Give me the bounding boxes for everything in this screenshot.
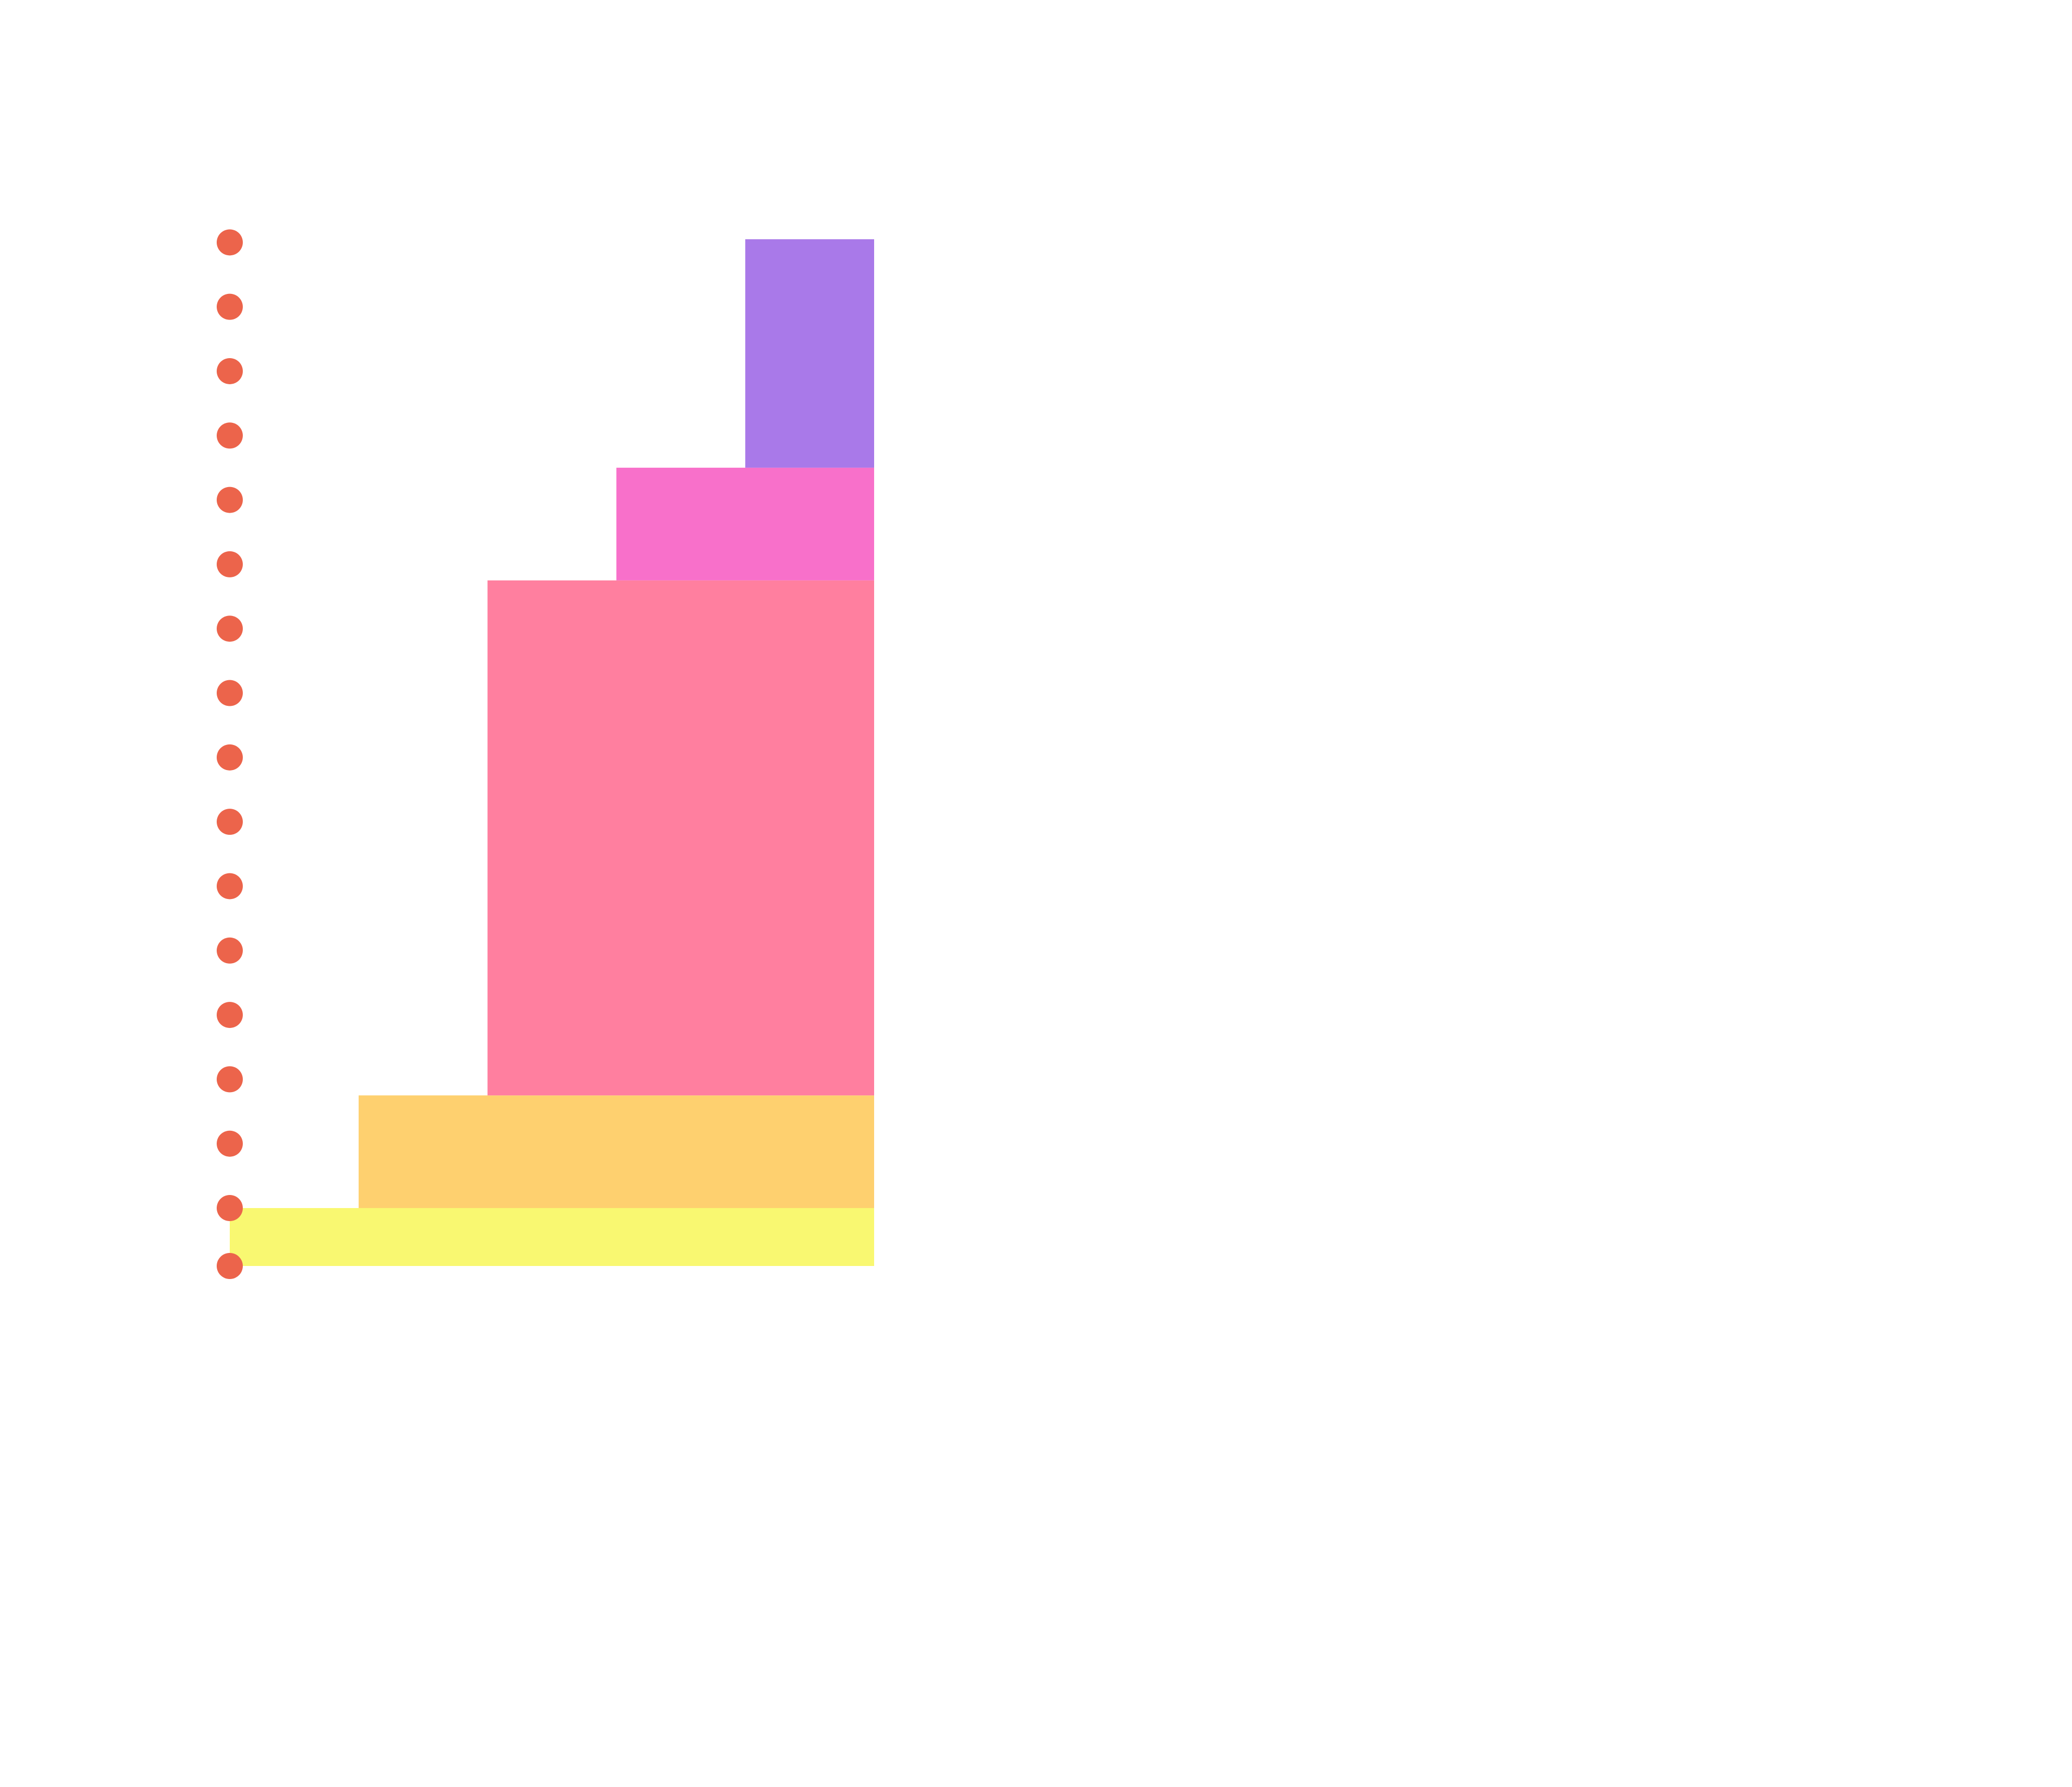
marker-point-11 [217,616,243,642]
marker-point-9 [217,744,243,771]
area-series-group [230,239,874,1266]
marker-series-group [217,229,243,1279]
marker-point-15 [217,358,243,384]
marker-point-4 [217,1066,243,1092]
marker-point-8 [217,809,243,835]
marker-point-3 [217,1131,243,1157]
marker-point-10 [217,680,243,706]
marker-point-13 [217,487,243,513]
marker-point-7 [217,873,243,899]
marker-point-17 [217,229,243,255]
marker-point-2 [217,1195,243,1221]
area-series-1 [230,1208,874,1266]
marker-point-6 [217,938,243,964]
area-series-2 [230,1095,874,1208]
marker-point-14 [217,422,243,448]
marker-point-16 [217,294,243,320]
marker-point-5 [217,1002,243,1028]
marker-point-12 [217,551,243,577]
marker-point-1 [217,1253,243,1279]
